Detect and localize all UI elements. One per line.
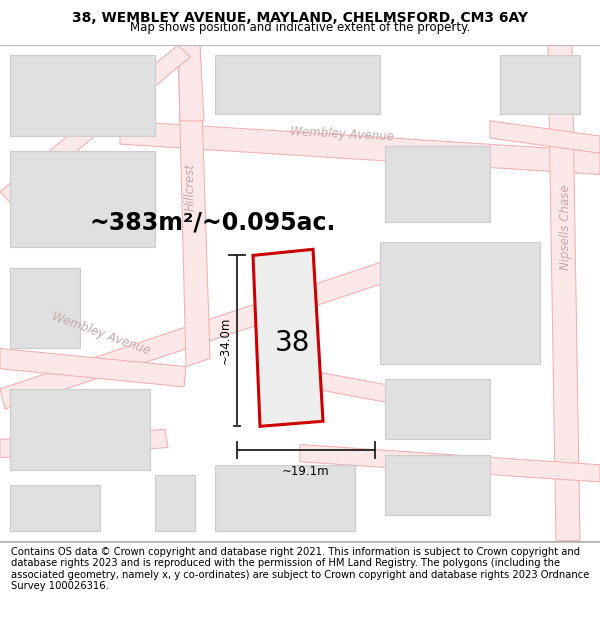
Text: Wembley Avenue: Wembley Avenue: [290, 125, 394, 143]
Text: ~19.1m: ~19.1m: [282, 465, 330, 478]
Text: Hillcrest: Hillcrest: [184, 162, 197, 211]
Text: Nipsells Chase: Nipsells Chase: [559, 184, 571, 270]
Polygon shape: [215, 465, 355, 531]
Polygon shape: [385, 146, 490, 222]
Polygon shape: [0, 349, 186, 387]
Polygon shape: [0, 429, 168, 458]
Polygon shape: [500, 55, 580, 114]
Polygon shape: [385, 454, 490, 516]
Polygon shape: [490, 121, 600, 153]
Polygon shape: [178, 45, 204, 121]
Polygon shape: [0, 45, 190, 205]
Polygon shape: [300, 444, 600, 482]
Polygon shape: [10, 151, 155, 248]
Text: 38, WEMBLEY AVENUE, MAYLAND, CHELMSFORD, CM3 6AY: 38, WEMBLEY AVENUE, MAYLAND, CHELMSFORD,…: [72, 11, 528, 25]
Text: ~34.0m: ~34.0m: [219, 316, 232, 364]
Polygon shape: [10, 55, 155, 136]
Text: Map shows position and indicative extent of the property.: Map shows position and indicative extent…: [130, 21, 470, 34]
Polygon shape: [120, 121, 600, 174]
Polygon shape: [298, 369, 490, 421]
Polygon shape: [0, 262, 385, 409]
Polygon shape: [10, 485, 100, 531]
Text: 38: 38: [275, 329, 310, 357]
Polygon shape: [253, 249, 323, 426]
Text: Contains OS data © Crown copyright and database right 2021. This information is : Contains OS data © Crown copyright and d…: [11, 546, 589, 591]
Text: ~383m²/~0.095ac.: ~383m²/~0.095ac.: [90, 210, 337, 234]
Polygon shape: [385, 379, 490, 439]
Polygon shape: [380, 242, 540, 364]
Polygon shape: [155, 475, 195, 531]
Polygon shape: [548, 45, 580, 541]
Polygon shape: [178, 45, 210, 367]
Text: Wembley Avenue: Wembley Avenue: [50, 309, 152, 357]
Polygon shape: [215, 55, 380, 114]
Polygon shape: [10, 268, 80, 349]
Polygon shape: [10, 389, 150, 470]
